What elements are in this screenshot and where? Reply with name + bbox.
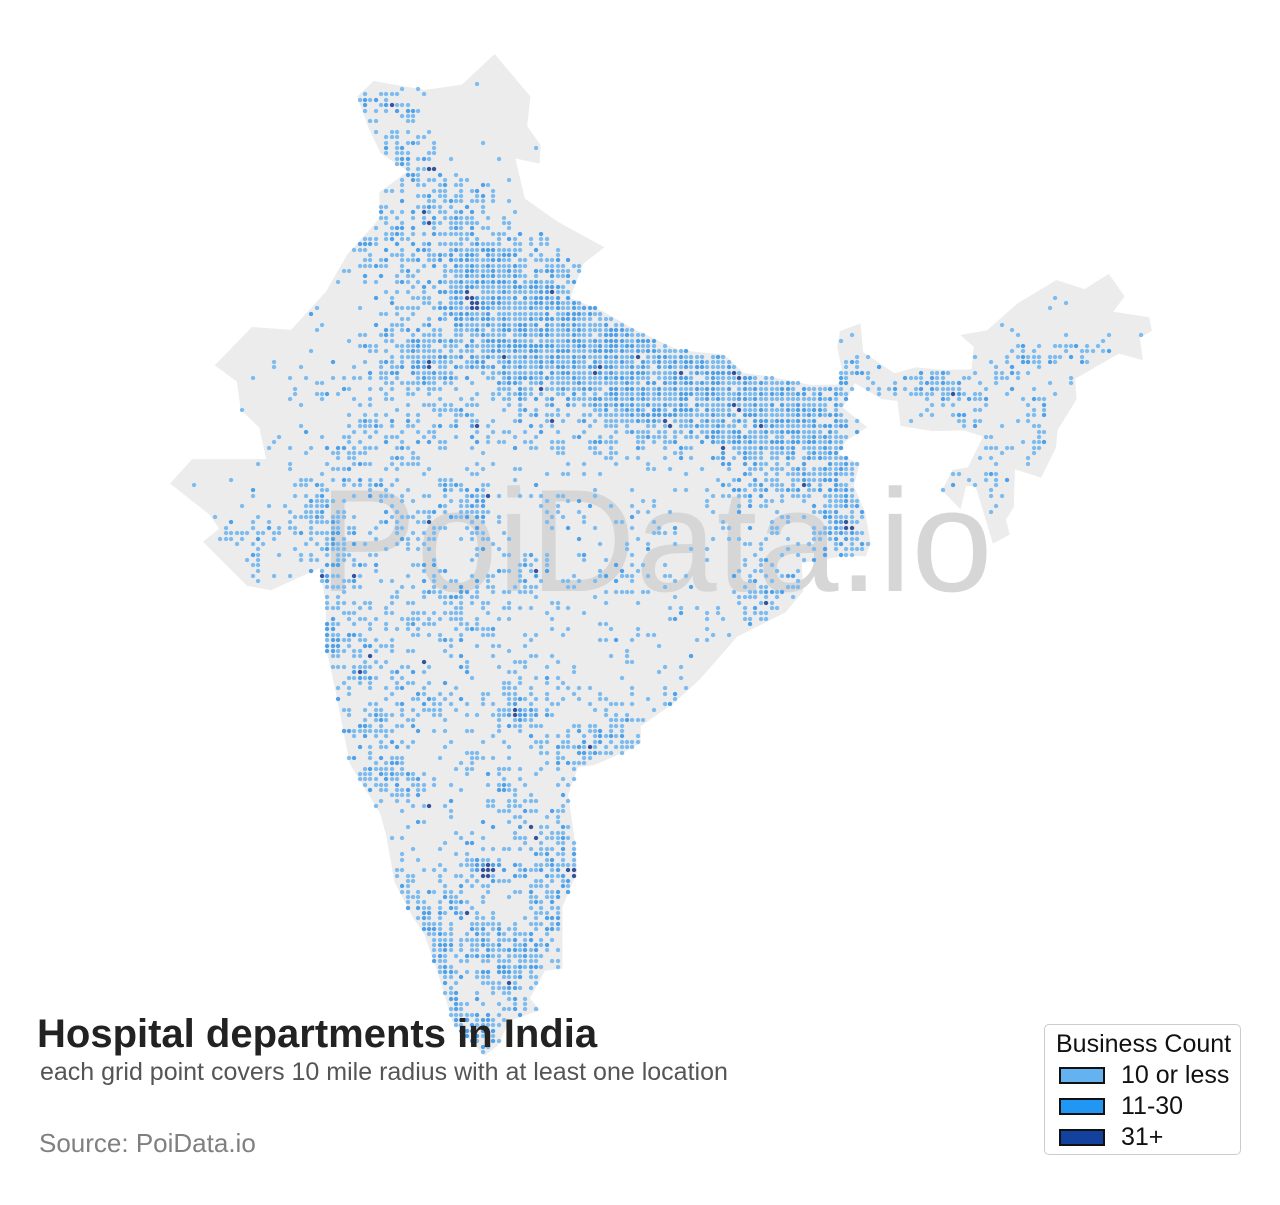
svg-text:PoiData.io: PoiData.io <box>319 459 993 622</box>
